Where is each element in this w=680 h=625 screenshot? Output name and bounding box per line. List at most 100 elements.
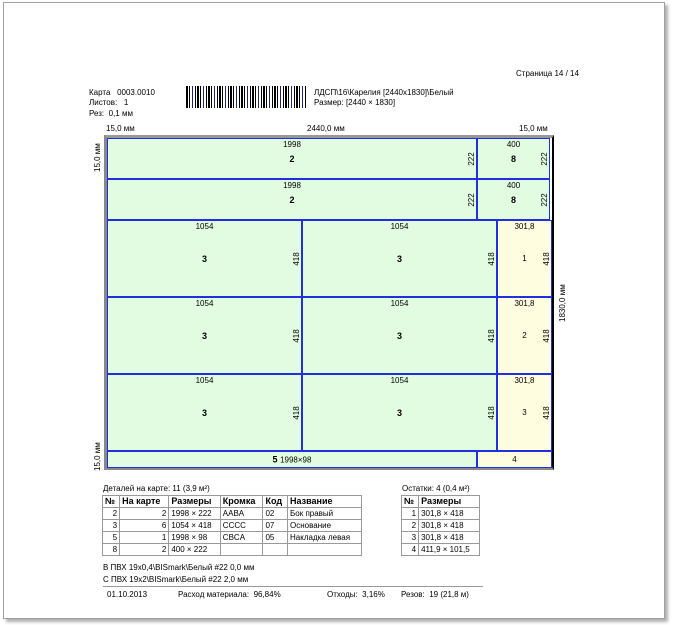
piece-width: 1054: [195, 299, 214, 308]
footer-divider: [103, 586, 483, 587]
table-cell: 301,8 × 418: [418, 531, 480, 544]
table-row: 3 301,8 × 418: [400, 531, 480, 544]
piece-number: 4: [512, 454, 517, 464]
material-name: ЛДСП\16\Карелия [2440x1830]\Белый: [314, 88, 454, 97]
piece-width: 1054: [390, 299, 409, 308]
remnants-table: № Размеры 1 301,8 × 418 2 301,8 × 418 3 301,8 …: [400, 495, 480, 556]
piece-number: 3: [201, 253, 208, 264]
table-cell: 3: [400, 531, 420, 544]
piece-height: 222: [466, 192, 476, 207]
left-margin-dim: 15,0 мм: [106, 124, 135, 133]
table-row: 2 301,8 × 418: [400, 519, 480, 532]
piece-number: 8: [510, 153, 517, 164]
table-cell: 3: [101, 519, 121, 532]
table-row: 3 6 1054 × 418 CCCC 07 Основание: [101, 519, 362, 532]
piece-width: 1998: [283, 181, 301, 190]
piece-height: 418: [486, 405, 496, 420]
table-row: 2 2 1998 × 222 AABA 02 Бок правый: [101, 507, 362, 520]
width-dim: 2440,0 мм: [307, 124, 345, 133]
table-cell: 1: [119, 531, 170, 544]
remnants-title: Остатки: 4 (0,4 м²): [402, 484, 470, 493]
table-cell: 4: [400, 543, 420, 556]
column-header: Размеры: [418, 495, 480, 508]
piece-number: 3: [201, 407, 208, 418]
table-cell: 02: [262, 507, 289, 520]
column-header: №: [400, 495, 420, 508]
detail-piece: 400 8 222: [477, 138, 550, 179]
table-row: 5 1 1998 × 98 CBCA 05 Накладка левая: [101, 531, 362, 544]
piece-number: 1: [522, 253, 527, 263]
card-label: Карта 0003.0010: [89, 88, 155, 97]
piece-width: 1054: [390, 376, 409, 385]
column-header: Кромка: [219, 495, 264, 508]
table-cell: 2: [119, 507, 170, 520]
details-title: Деталей на карте: 11 (3,9 м²): [103, 484, 210, 493]
page-number: Страница 14 / 14: [516, 69, 579, 78]
height-dim: 1830,0 мм: [558, 284, 567, 322]
table-cell: Накладка левая: [287, 531, 362, 544]
barcode: [186, 86, 306, 108]
sheets-label: Листов: 1: [89, 98, 129, 107]
bottom-margin-dim: 15,0 мм: [93, 442, 102, 471]
piece-width: 301,8: [514, 222, 535, 231]
remnant-piece: 4: [477, 451, 552, 468]
table-row: 8 2 400 × 222: [101, 543, 362, 556]
table-cell: 400 × 222: [168, 543, 221, 556]
table-cell: [262, 543, 289, 556]
piece-number: 3: [201, 330, 208, 341]
piece-height: 418: [486, 328, 496, 343]
table-cell: CBCA: [219, 531, 264, 544]
piece-width: 1054: [390, 222, 409, 231]
top-margin-dim: 15,0 мм: [93, 143, 102, 172]
sheet-size: Размер: [2440 × 1830]: [314, 98, 396, 107]
piece-number: 2: [522, 330, 527, 340]
piece-width: 1054: [195, 222, 214, 231]
table-cell: 6: [119, 519, 170, 532]
detail-piece: 5 1998×98: [107, 451, 477, 468]
detail-piece: 1998 2 222: [107, 179, 477, 220]
table-cell: Бок правый: [287, 507, 362, 520]
column-header: Код: [262, 495, 289, 508]
edge-2: С ПВХ 19x2\BISmark\Белый #22 2,0 мм: [103, 575, 249, 584]
table-cell: Основание: [287, 519, 362, 532]
cuts: Резов: 19 (21,8 м): [401, 590, 469, 599]
piece-height: 418: [541, 251, 551, 266]
piece-height: 222: [539, 151, 549, 166]
cutting-board: 1998 2 222 400 8 222 1998 2 222 400 8 222 10…: [104, 135, 554, 470]
detail-piece: 1054 3 418: [107, 374, 302, 451]
table-cell: 2: [119, 543, 170, 556]
piece-height: 418: [291, 251, 301, 266]
piece-height: 222: [539, 192, 549, 207]
table-cell: 411,9 × 101,5: [418, 543, 480, 556]
table-cell: 05: [262, 531, 289, 544]
piece-width: 400: [506, 140, 521, 149]
date: 01.10.2013: [107, 590, 148, 599]
table-cell: CCCC: [219, 519, 264, 532]
piece-height: 418: [291, 328, 301, 343]
piece-height: 418: [541, 328, 551, 343]
table-cell: 2: [400, 519, 420, 532]
piece-size: 1998×98: [280, 455, 312, 464]
table-cell: 8: [101, 543, 121, 556]
table-cell: 301,8 × 418: [418, 507, 480, 520]
detail-piece: 1998 2 222: [107, 138, 477, 179]
cut-label: Рез: 0,1 мм: [89, 109, 133, 118]
piece-height: 418: [291, 405, 301, 420]
piece-number: 2: [289, 153, 295, 164]
piece-width: 1998: [283, 140, 301, 149]
table-cell: 2: [101, 507, 121, 520]
piece-label: 5 1998×98: [273, 454, 312, 465]
right-margin-dim: 15,0 мм: [519, 124, 548, 133]
column-header: Размеры: [168, 495, 221, 508]
detail-piece: 400 8 222: [477, 179, 550, 220]
table-cell: AABA: [219, 507, 264, 520]
detail-piece: 1054 3 418: [107, 297, 302, 374]
table-cell: [287, 543, 362, 556]
table-cell: 1054 × 418: [168, 519, 221, 532]
detail-piece: 1054 3 418: [302, 374, 497, 451]
column-header: Название: [287, 495, 362, 508]
table-row: 4 411,9 × 101,5: [400, 543, 480, 556]
piece-number: 8: [510, 194, 517, 205]
column-header: №: [101, 495, 121, 508]
piece-height: 222: [466, 151, 476, 166]
